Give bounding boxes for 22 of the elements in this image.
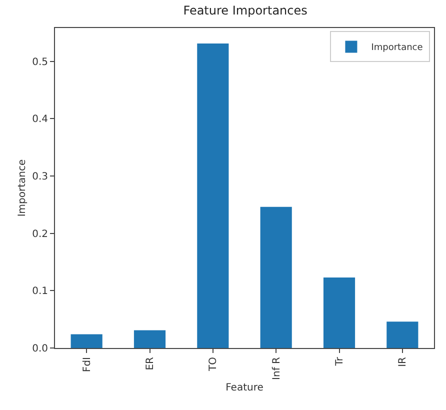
x-tick-label: ER bbox=[145, 356, 156, 370]
x-tick-label: Inf R bbox=[271, 356, 282, 380]
bar bbox=[134, 330, 166, 348]
bar bbox=[70, 334, 102, 348]
y-tick-label: 0.2 bbox=[32, 228, 48, 240]
bar bbox=[260, 206, 292, 348]
legend-label: Importance bbox=[371, 43, 424, 54]
x-axis-title: Feature bbox=[226, 382, 264, 394]
bar bbox=[386, 322, 418, 348]
y-tick-label: 0.0 bbox=[32, 344, 48, 354]
y-tick-label: 0.3 bbox=[32, 171, 48, 182]
y-tick-label: 0.5 bbox=[32, 56, 48, 68]
y-tick-label: 0.4 bbox=[32, 114, 48, 126]
y-axis-title: Importance bbox=[17, 159, 28, 217]
chart-title: Feature Importances bbox=[183, 4, 308, 18]
bar bbox=[323, 277, 356, 348]
y-tick-label: 0.1 bbox=[32, 286, 48, 298]
bar bbox=[197, 43, 229, 348]
x-tick-label: FdI bbox=[82, 357, 93, 372]
x-tick-label: IR bbox=[398, 356, 409, 367]
x-tick-label: TO bbox=[208, 356, 220, 372]
x-tick-label: Tr bbox=[334, 356, 346, 367]
